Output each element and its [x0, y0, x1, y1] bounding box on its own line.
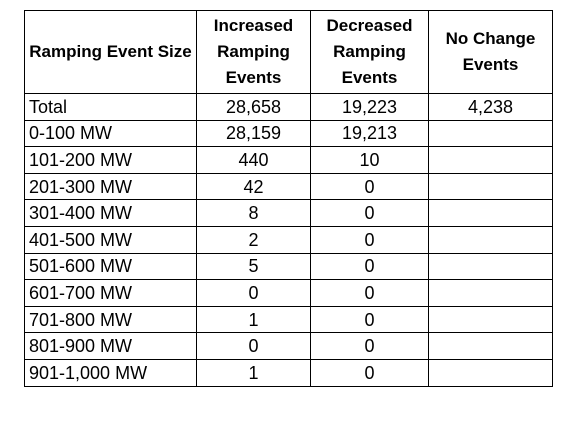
cell-size: 701-800 MW [24, 305, 197, 334]
cell-size: 201-300 MW [24, 172, 197, 201]
cell-no-change [428, 199, 553, 227]
table-row: 101-200 MW 440 10 [24, 146, 553, 174]
cell-no-change [428, 358, 553, 387]
cell-increased: 1 [196, 305, 311, 334]
cell-size: 301-400 MW [24, 199, 197, 227]
cell-no-change [428, 332, 553, 360]
table-row: 901-1,000 MW 1 0 [24, 358, 553, 387]
cell-decreased: 19,213 [310, 119, 429, 148]
cell-no-change [428, 172, 553, 201]
cell-increased: 42 [196, 172, 311, 201]
cell-size: 101-200 MW [24, 146, 197, 174]
cell-decreased: 0 [310, 358, 429, 387]
cell-increased: 8 [196, 199, 311, 227]
cell-increased: 0 [196, 332, 311, 360]
table-row: 301-400 MW 8 0 [24, 199, 553, 227]
cell-increased: 28,658 [196, 93, 311, 121]
cell-no-change [428, 119, 553, 148]
cell-decreased: 0 [310, 252, 429, 281]
cell-decreased: 0 [310, 279, 429, 307]
cell-decreased: 0 [310, 332, 429, 360]
table-row: 501-600 MW 5 0 [24, 252, 553, 281]
header-increased-ramping-events: Increased Ramping Events [196, 10, 311, 94]
cell-no-change: 4,238 [428, 93, 553, 121]
cell-size: 801-900 MW [24, 332, 197, 360]
table-row: 401-500 MW 2 0 [24, 225, 553, 254]
cell-increased: 440 [196, 146, 311, 174]
cell-size: 601-700 MW [24, 279, 197, 307]
cell-no-change [428, 252, 553, 281]
cell-size: 0-100 MW [24, 119, 197, 148]
table-row: 0-100 MW 28,159 19,213 [24, 119, 553, 148]
cell-no-change [428, 279, 553, 307]
cell-increased: 2 [196, 225, 311, 254]
table-row: 701-800 MW 1 0 [24, 305, 553, 334]
header-row: Ramping Event Size Increased Ramping Eve… [24, 10, 553, 94]
cell-no-change [428, 146, 553, 174]
cell-increased: 1 [196, 358, 311, 387]
cell-size: 501-600 MW [24, 252, 197, 281]
cell-no-change [428, 225, 553, 254]
table-row: 601-700 MW 0 0 [24, 279, 553, 307]
table-container: Ramping Event Size Increased Ramping Eve… [24, 10, 553, 387]
cell-decreased: 0 [310, 172, 429, 201]
table-row: 201-300 MW 42 0 [24, 172, 553, 201]
cell-decreased: 10 [310, 146, 429, 174]
cell-increased: 28,159 [196, 119, 311, 148]
cell-size: Total [24, 93, 197, 121]
table-row: Total 28,658 19,223 4,238 [24, 93, 553, 121]
header-no-change-events: No Change Events [428, 10, 553, 94]
cell-decreased: 0 [310, 225, 429, 254]
cell-no-change [428, 305, 553, 334]
cell-decreased: 0 [310, 305, 429, 334]
cell-size: 901-1,000 MW [24, 358, 197, 387]
ramping-events-table: Ramping Event Size Increased Ramping Eve… [24, 10, 553, 387]
header-decreased-ramping-events: Decreased Ramping Events [310, 10, 429, 94]
cell-decreased: 19,223 [310, 93, 429, 121]
cell-decreased: 0 [310, 199, 429, 227]
cell-size: 401-500 MW [24, 225, 197, 254]
table-row: 801-900 MW 0 0 [24, 332, 553, 360]
cell-increased: 0 [196, 279, 311, 307]
cell-increased: 5 [196, 252, 311, 281]
header-ramping-event-size: Ramping Event Size [24, 10, 197, 94]
